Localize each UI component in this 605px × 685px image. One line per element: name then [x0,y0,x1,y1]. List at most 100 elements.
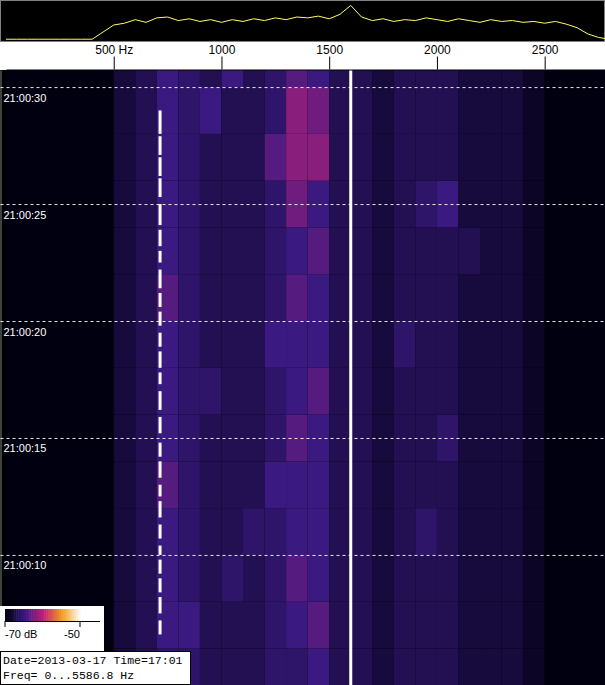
cell [135,87,157,134]
cell [523,227,545,274]
cell [265,227,287,274]
cell [308,70,330,87]
cell [135,508,157,555]
grid-line [1,87,605,88]
plot-background [0,70,605,685]
cell [566,461,588,508]
time-tick-label: 21:00:20 [4,326,47,338]
cell [588,227,605,274]
cell [437,508,459,555]
cell [566,649,588,685]
cell [6,368,28,415]
cell [437,227,459,274]
cell [588,321,605,368]
tone-segment [159,270,162,289]
tone-segment [159,578,162,592]
time-tick: 21:00:25 [1,205,605,221]
cell [480,134,502,181]
grid-line [1,438,605,439]
cell [92,508,114,555]
colorbar-label: -50 [64,628,80,640]
cell [545,274,567,321]
tone-segment [159,485,162,497]
cell [480,555,502,602]
cell [588,555,605,602]
cell [49,70,71,87]
cell [351,134,373,181]
cell [92,274,114,321]
cell [114,321,136,368]
cell [415,227,437,274]
cell [566,274,588,321]
cell [458,508,480,555]
cell [545,368,567,415]
cell [566,602,588,649]
cell [200,602,222,649]
annotation: Freq= 0...5586.8 Hz [3,669,134,682]
cell [92,555,114,602]
cell [286,87,308,134]
cell [221,227,243,274]
cell [394,70,416,87]
tone-segment [159,251,162,263]
frequency-axis: 500 Hz1000150020002500 [7,43,605,71]
cell [71,227,93,274]
cell [28,70,50,87]
cell [545,649,567,685]
cell [200,70,222,87]
cell [286,602,308,649]
tone-segment [349,70,352,685]
cell [351,321,373,368]
cell [28,227,50,274]
cell [200,87,222,134]
cell [329,461,351,508]
frequency-tick: 1500 [316,43,343,70]
cell [49,274,71,321]
cell [114,134,136,181]
cell [415,87,437,134]
frequency-tick-label: 1500 [316,43,343,57]
tone-segment [159,333,162,347]
frequency-tick-mark [221,57,222,70]
colorbar-box [0,606,104,651]
cell [502,227,524,274]
cell [71,461,93,508]
cell [545,602,567,649]
cell [308,227,330,274]
time-tick: 21:00:20 [1,322,605,338]
cell [502,321,524,368]
cell [114,555,136,602]
cell [372,134,394,181]
cell [566,368,588,415]
ruler-background [0,42,605,70]
cell [265,508,287,555]
cell [415,321,437,368]
cell [351,602,373,649]
cell [523,274,545,321]
cell [6,134,28,181]
cell [200,227,222,274]
grid-line [1,555,605,556]
cell [329,87,351,134]
cell [243,368,265,415]
cell [415,602,437,649]
cell [502,87,524,134]
cell [286,368,308,415]
cell [265,87,287,134]
cell [243,649,265,685]
cell [308,134,330,181]
cell [71,134,93,181]
info-box-frame [1,652,191,685]
cell [92,70,114,87]
cell [265,70,287,87]
cell [178,555,200,602]
cell [372,555,394,602]
time-tick: 21:00:10 [1,555,605,571]
cell [49,508,71,555]
cell [243,321,265,368]
cell [243,274,265,321]
cell [351,461,373,508]
tone-segment [159,157,162,176]
cell [49,227,71,274]
cell [523,70,545,87]
